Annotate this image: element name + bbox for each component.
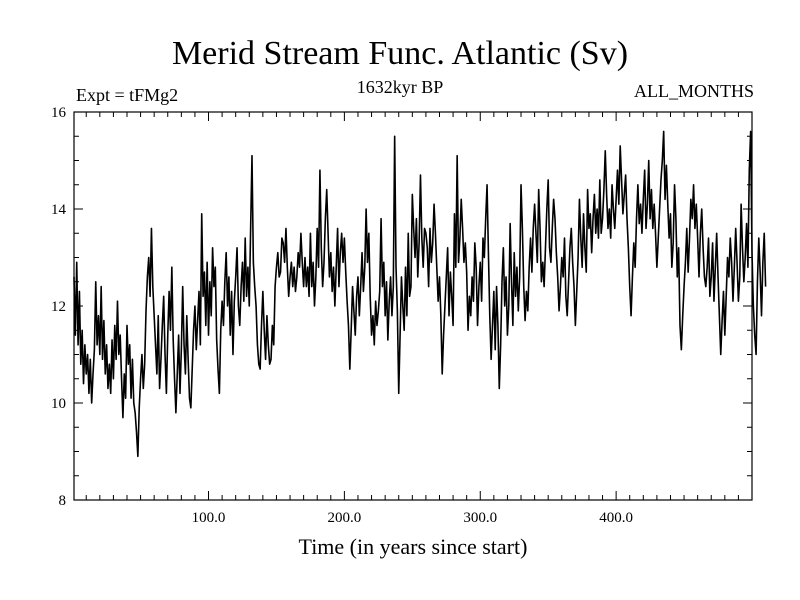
y-tick-label: 8 <box>59 493 67 509</box>
y-tick-label: 12 <box>51 299 66 315</box>
x-tick-label: 100.0 <box>192 510 226 526</box>
axes: 100.0 200.0 300.0 400.0 8 10 12 14 16 <box>51 105 753 526</box>
period-label: 1632kyr BP <box>356 77 444 97</box>
series-group <box>73 130 767 458</box>
y-tick-label: 10 <box>51 396 66 412</box>
x-tick-label: 300.0 <box>463 510 497 526</box>
y-tick-label: 16 <box>51 105 67 121</box>
series-line <box>73 130 767 458</box>
y-tick-label: 14 <box>51 202 67 218</box>
x-axis-label: Time (in years since start) <box>298 534 528 559</box>
plot-frame <box>73 111 753 501</box>
chart-title: Merid Stream Func. Atlantic (Sv) <box>171 35 629 72</box>
months-label: ALL_MONTHS <box>634 81 754 101</box>
x-tick-label: 400.0 <box>599 510 633 526</box>
experiment-label: Expt = tFMg2 <box>76 85 179 105</box>
x-tick-label: 200.0 <box>328 510 362 526</box>
